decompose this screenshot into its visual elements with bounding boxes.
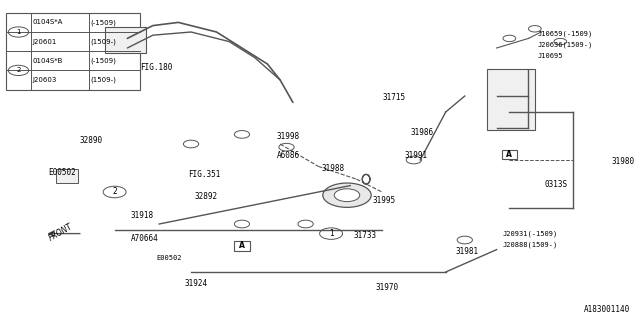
Circle shape xyxy=(234,220,250,228)
Text: A: A xyxy=(506,150,512,159)
Text: FIG.351: FIG.351 xyxy=(188,170,220,179)
Text: 31733: 31733 xyxy=(353,231,376,240)
Text: (1509-): (1509-) xyxy=(90,77,116,83)
Text: 31715: 31715 xyxy=(382,93,405,102)
Circle shape xyxy=(554,38,566,45)
Text: 31970: 31970 xyxy=(376,284,399,292)
Text: J10659(-1509): J10659(-1509) xyxy=(538,30,593,37)
FancyBboxPatch shape xyxy=(487,69,535,130)
Text: E00502: E00502 xyxy=(48,168,76,177)
Circle shape xyxy=(8,65,29,76)
Circle shape xyxy=(103,186,126,198)
Circle shape xyxy=(323,183,371,207)
Text: J20636(1509-): J20636(1509-) xyxy=(538,42,593,48)
Text: E00502: E00502 xyxy=(156,255,182,260)
Text: 2: 2 xyxy=(16,68,20,73)
Text: A6086: A6086 xyxy=(277,151,300,160)
Circle shape xyxy=(279,143,294,151)
Text: J20601: J20601 xyxy=(33,39,57,44)
FancyBboxPatch shape xyxy=(56,169,77,183)
Text: 1: 1 xyxy=(329,229,333,238)
FancyBboxPatch shape xyxy=(234,241,250,251)
FancyBboxPatch shape xyxy=(105,27,147,53)
Text: 31988: 31988 xyxy=(321,164,345,172)
Circle shape xyxy=(334,189,360,202)
Text: 0104S*B: 0104S*B xyxy=(33,58,63,64)
Text: (-1509): (-1509) xyxy=(90,58,116,64)
Text: 31991: 31991 xyxy=(404,151,428,160)
Text: 0104S*A: 0104S*A xyxy=(33,20,63,25)
Text: A183001140: A183001140 xyxy=(584,305,630,314)
Circle shape xyxy=(298,220,313,228)
FancyBboxPatch shape xyxy=(6,13,140,90)
Circle shape xyxy=(406,156,422,164)
Text: A70664: A70664 xyxy=(131,234,158,243)
Text: 31980: 31980 xyxy=(611,157,634,166)
Text: 31998: 31998 xyxy=(277,132,300,140)
FancyBboxPatch shape xyxy=(502,150,517,159)
Text: 1: 1 xyxy=(16,29,20,35)
Text: 31981: 31981 xyxy=(455,247,478,256)
Text: 32892: 32892 xyxy=(194,192,218,201)
Circle shape xyxy=(234,131,250,138)
Circle shape xyxy=(457,236,472,244)
Text: J10695: J10695 xyxy=(538,53,564,59)
Text: 31995: 31995 xyxy=(372,196,396,204)
Text: 31986: 31986 xyxy=(411,128,434,137)
Text: J20931(-1509): J20931(-1509) xyxy=(503,230,558,237)
Circle shape xyxy=(8,27,29,37)
Text: (1509-): (1509-) xyxy=(90,38,116,45)
Text: FRONT: FRONT xyxy=(47,222,74,242)
Text: 31918: 31918 xyxy=(131,212,154,220)
Circle shape xyxy=(529,26,541,32)
Circle shape xyxy=(342,191,358,199)
Text: J20888(1509-): J20888(1509-) xyxy=(503,242,558,248)
Circle shape xyxy=(319,228,342,239)
Text: J20603: J20603 xyxy=(33,77,57,83)
Text: 32890: 32890 xyxy=(79,136,102,145)
Text: 0313S: 0313S xyxy=(545,180,568,188)
Text: FIG.180: FIG.180 xyxy=(140,63,172,72)
Text: A: A xyxy=(239,241,245,250)
Text: 31924: 31924 xyxy=(185,279,208,288)
Circle shape xyxy=(184,140,198,148)
Text: (-1509): (-1509) xyxy=(90,19,116,26)
Text: 2: 2 xyxy=(112,188,117,196)
Circle shape xyxy=(503,35,516,42)
